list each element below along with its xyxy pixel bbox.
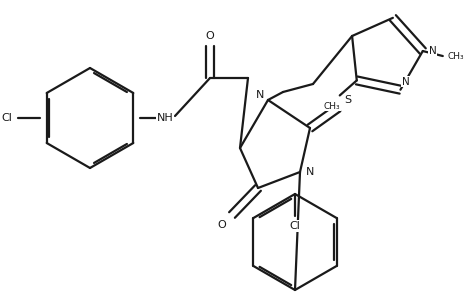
Text: N: N	[256, 90, 264, 100]
Text: NH: NH	[157, 113, 174, 123]
Text: S: S	[344, 95, 352, 105]
Text: Cl: Cl	[289, 221, 301, 231]
Text: Cl: Cl	[1, 113, 13, 123]
Text: O: O	[205, 31, 214, 41]
Text: CH₃: CH₃	[447, 51, 464, 61]
Text: N: N	[401, 77, 409, 87]
Text: CH₃: CH₃	[324, 102, 340, 111]
Text: O: O	[218, 220, 227, 230]
Text: N: N	[429, 46, 437, 56]
Text: N: N	[306, 167, 314, 177]
